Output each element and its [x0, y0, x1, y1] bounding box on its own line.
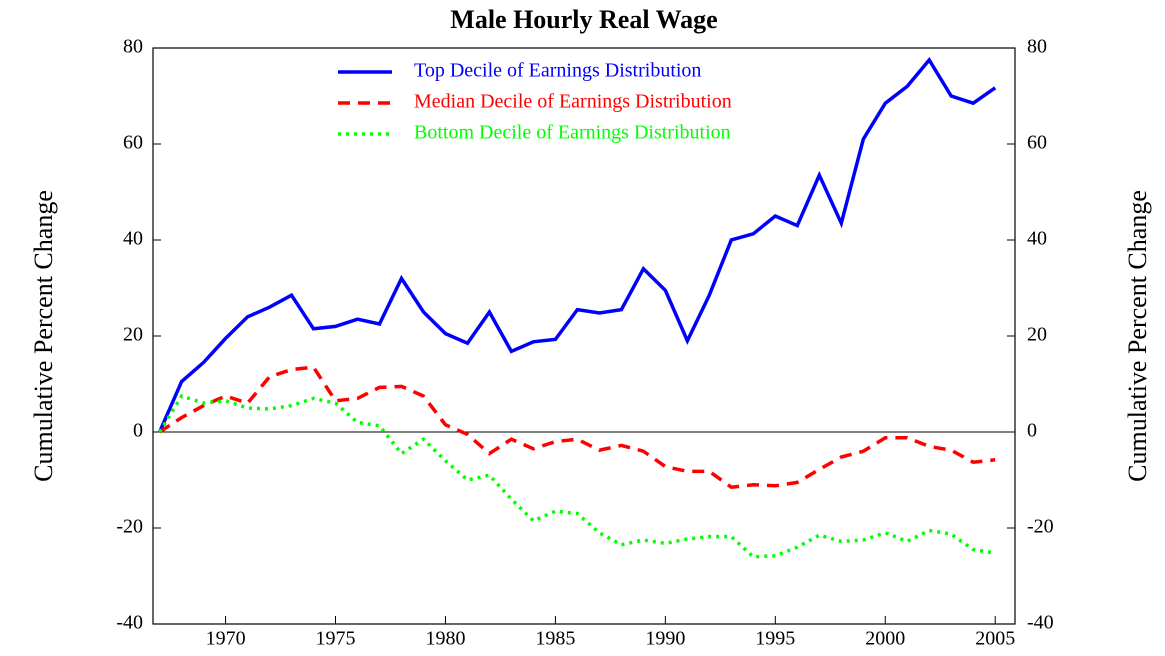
x-tick-label: 1985	[535, 628, 575, 650]
y-tick-label: 40	[123, 228, 143, 250]
legend-label: Bottom Decile of Earnings Distribution	[414, 122, 731, 144]
y2-tick-label: 60	[1027, 132, 1047, 154]
y2-tick-label: 80	[1027, 36, 1047, 58]
y-tick-label: 0	[133, 420, 143, 442]
y-tick-label: -40	[116, 612, 143, 634]
y-axis-label: Cumulative Percent Change	[29, 190, 58, 482]
x-tick-label: 1975	[316, 628, 356, 650]
y-tick-label: 60	[123, 132, 143, 154]
chart-title: Male Hourly Real Wage	[450, 5, 717, 34]
x-tick-label: 1970	[206, 628, 246, 650]
y2-tick-label: 0	[1027, 420, 1037, 442]
x-tick-label: 2005	[975, 628, 1015, 650]
series-line	[158, 393, 996, 559]
y2-tick-label: 20	[1027, 324, 1047, 346]
y-tick-label: 80	[123, 36, 143, 58]
series-line	[157, 57, 997, 433]
x-tick-label: 2000	[865, 628, 905, 650]
y2-tick-label: -40	[1027, 612, 1054, 634]
y-tick-label: 20	[123, 324, 143, 346]
x-tick-label: 1995	[755, 628, 795, 650]
y2-axis-label: Cumulative Percent Change	[1123, 190, 1152, 482]
y2-tick-label: 40	[1027, 228, 1047, 250]
x-tick-label: 1990	[645, 628, 685, 650]
series-line	[158, 365, 996, 490]
x-tick-label: 1980	[425, 628, 465, 650]
y-tick-label: -20	[116, 516, 143, 538]
legend-label: Median Decile of Earnings Distribution	[414, 91, 732, 113]
legend-label: Top Decile of Earnings Distribution	[414, 60, 701, 82]
y2-tick-label: -20	[1027, 516, 1054, 538]
